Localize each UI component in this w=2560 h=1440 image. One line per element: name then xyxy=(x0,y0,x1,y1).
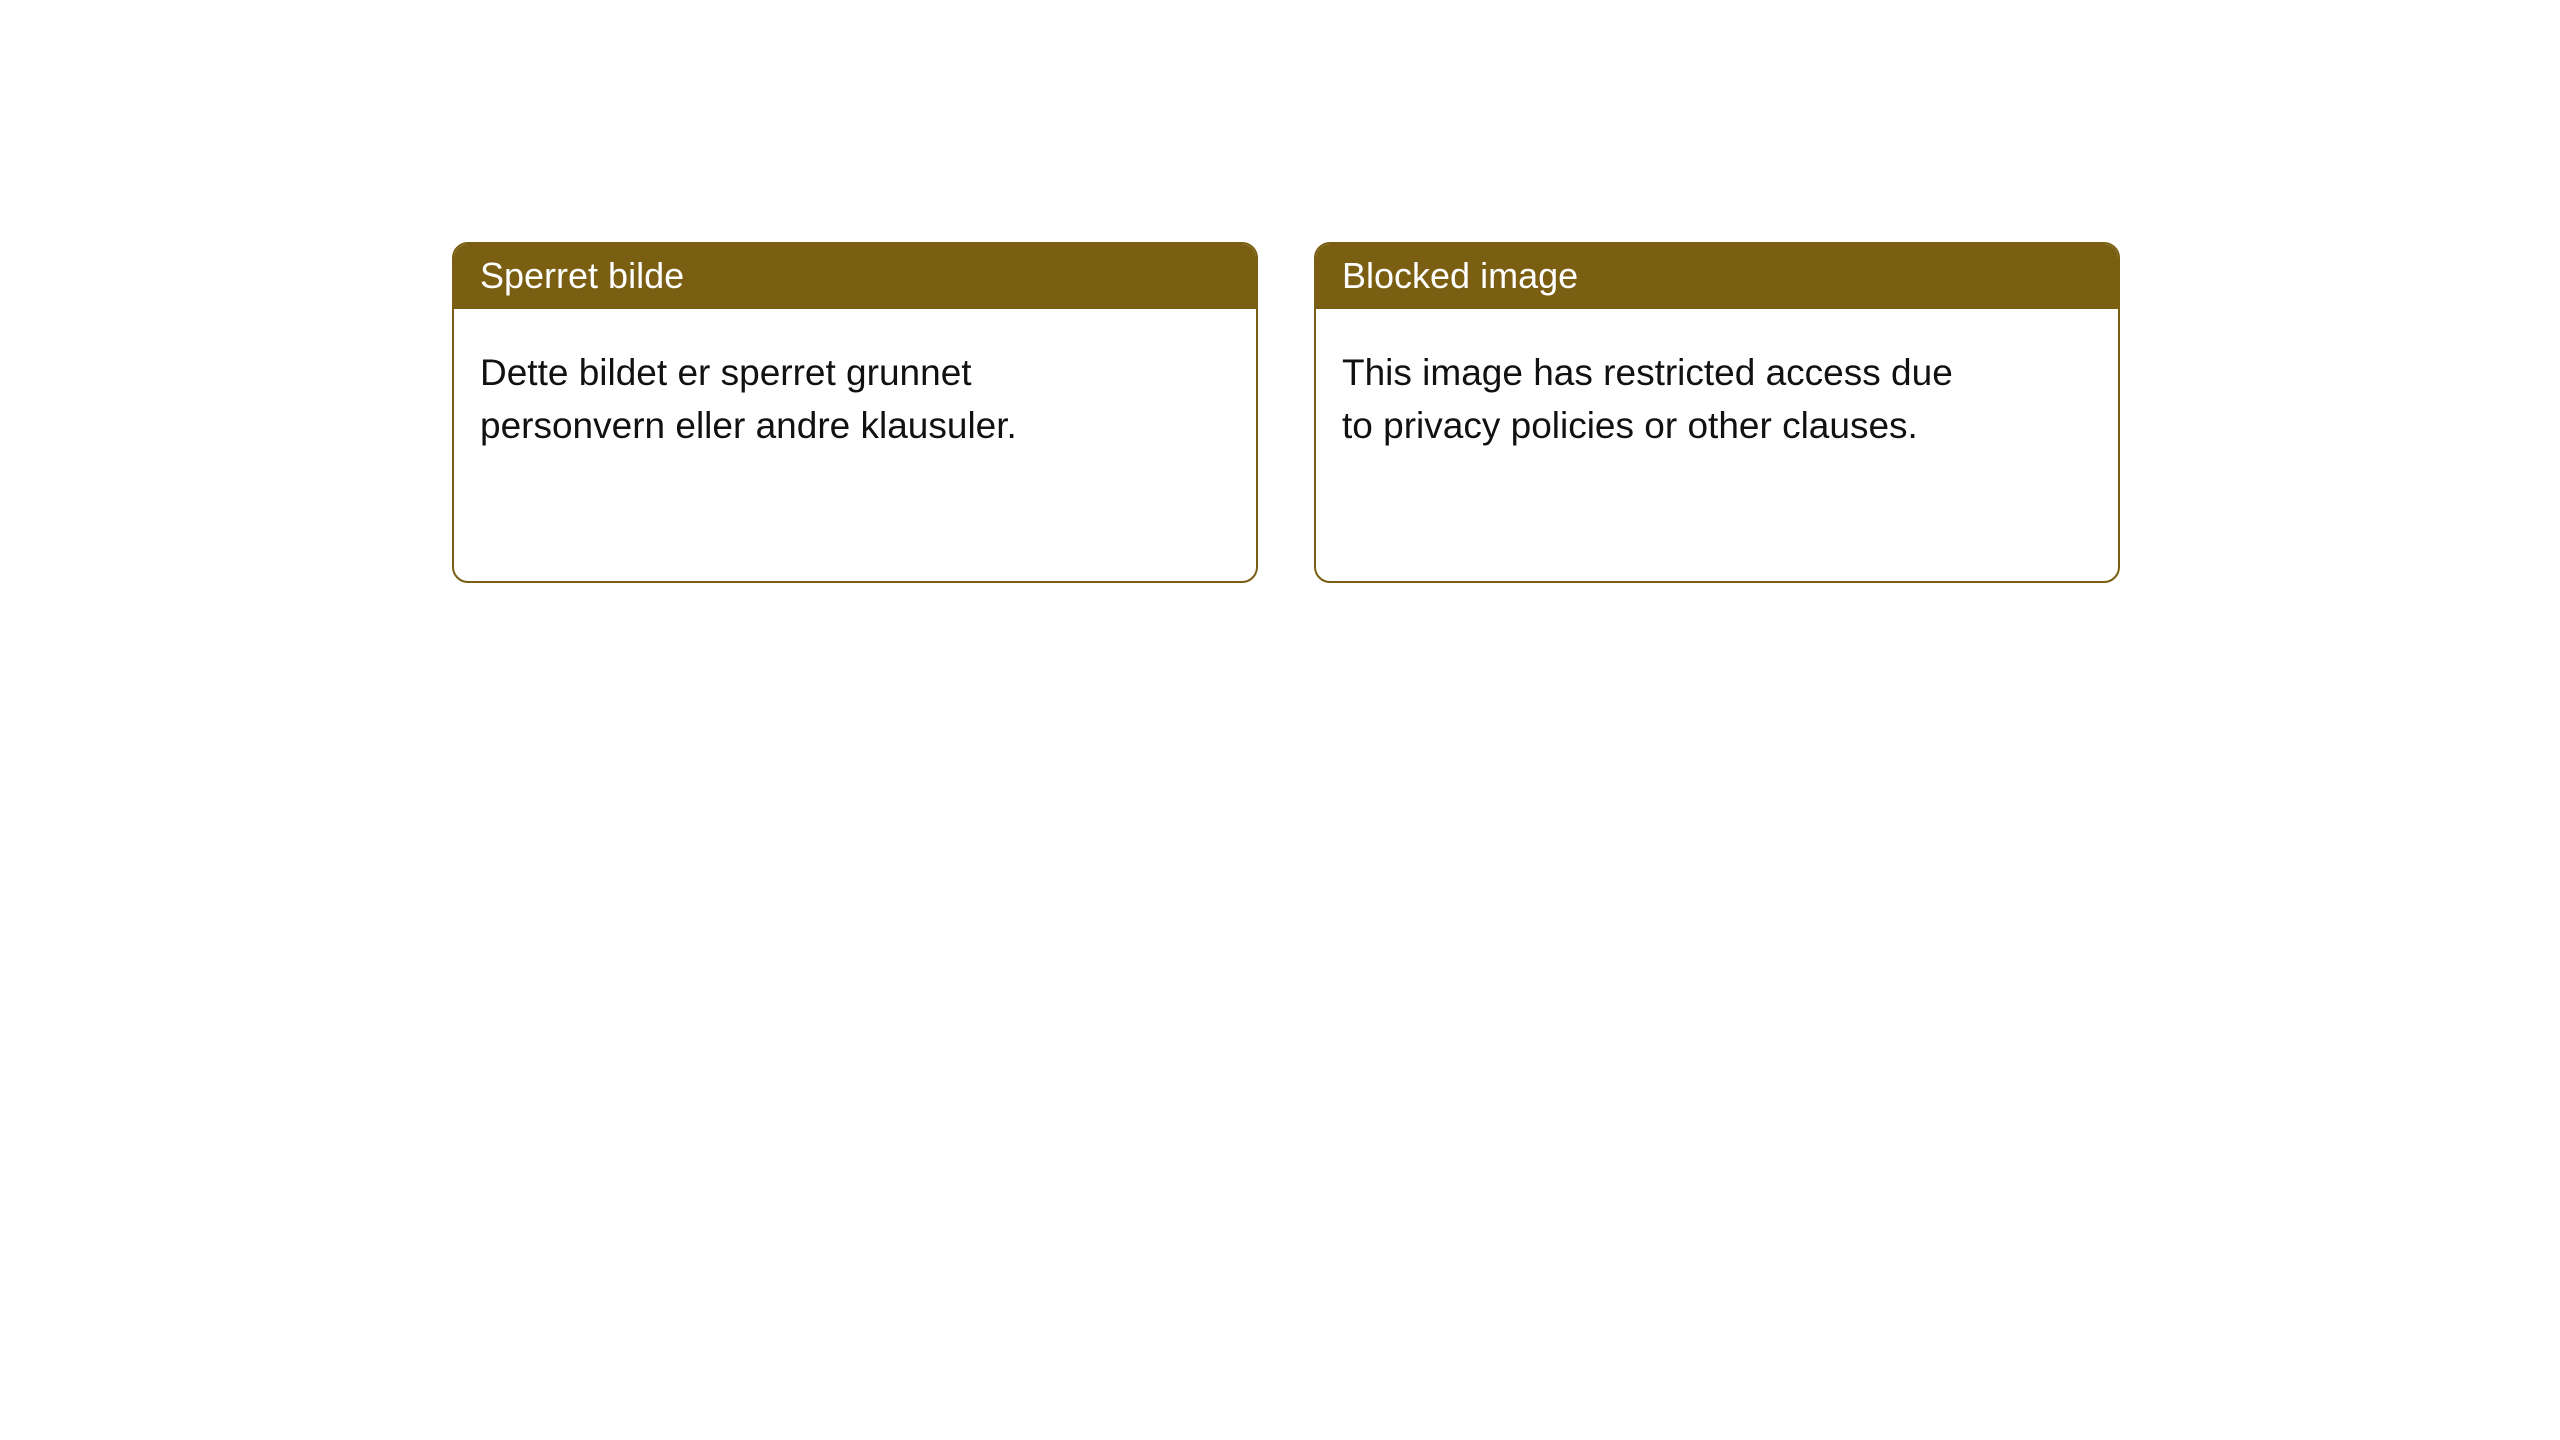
notice-message-norwegian: Dette bildet er sperret grunnet personve… xyxy=(480,347,1120,452)
notice-body-english: This image has restricted access due to … xyxy=(1316,309,2118,581)
notice-title-norwegian: Sperret bilde xyxy=(454,244,1256,309)
notice-card-english: Blocked image This image has restricted … xyxy=(1314,242,2120,583)
notice-container: Sperret bilde Dette bildet er sperret gr… xyxy=(0,0,2560,583)
notice-title-english: Blocked image xyxy=(1316,244,2118,309)
notice-message-english: This image has restricted access due to … xyxy=(1342,347,1982,452)
notice-card-norwegian: Sperret bilde Dette bildet er sperret gr… xyxy=(452,242,1258,583)
notice-body-norwegian: Dette bildet er sperret grunnet personve… xyxy=(454,309,1256,581)
